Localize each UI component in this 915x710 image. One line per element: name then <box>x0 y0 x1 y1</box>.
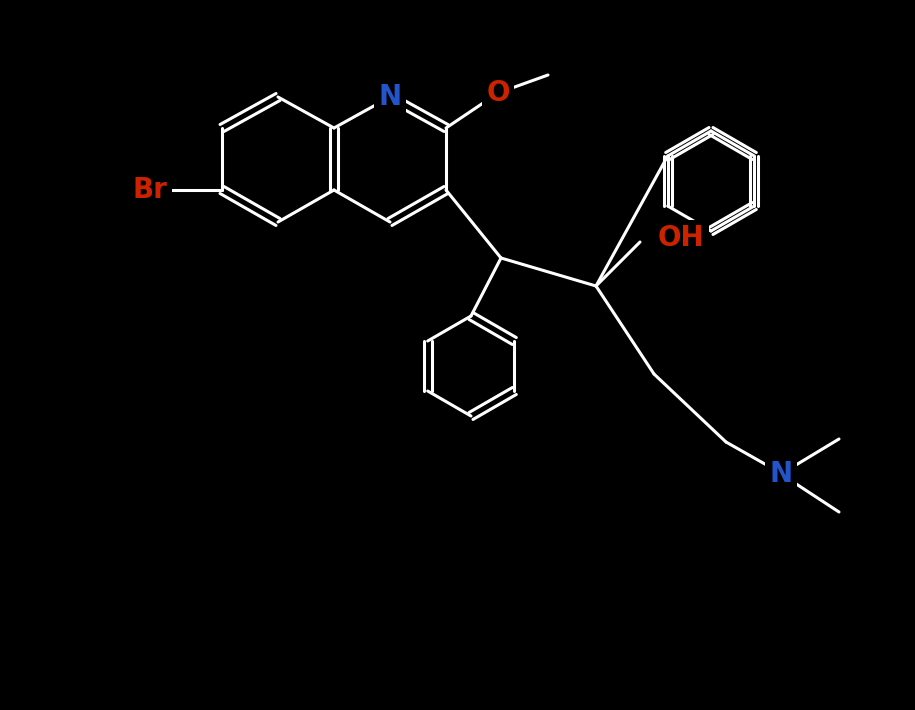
Text: N: N <box>379 83 402 111</box>
Text: N: N <box>770 460 792 488</box>
Text: O: O <box>486 79 510 107</box>
Text: Br: Br <box>133 176 167 204</box>
Text: OH: OH <box>658 224 705 252</box>
